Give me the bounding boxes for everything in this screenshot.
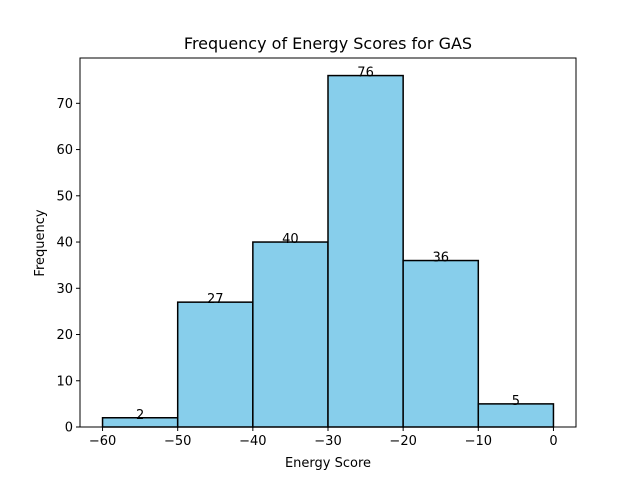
y-axis-label: Frequency: [33, 209, 48, 276]
plot-frame: [79, 57, 577, 428]
bar-value-label: 36: [432, 251, 449, 266]
bar-value-label: 5: [512, 394, 520, 409]
y-tick-label: 50: [56, 189, 73, 204]
bar-value-label: 2: [136, 408, 144, 423]
data-labels-group: 2 27 40 76 36 5: [136, 66, 520, 423]
bar-value-label: 76: [357, 66, 374, 81]
x-tick-label: −50: [164, 434, 191, 449]
x-tick-label: −30: [314, 434, 341, 449]
x-axis-ticks: −60 −50 −40 −30 −20 −10 0: [89, 427, 558, 449]
histogram-bar: [252, 241, 329, 428]
chart-title: Frequency of Energy Scores for GAS: [184, 34, 472, 53]
y-tick-label: 70: [56, 97, 73, 112]
bars-group: [101, 74, 555, 428]
y-axis-ticks: 0 10 20 30 40 50 60 70: [56, 97, 80, 436]
y-tick-label: 40: [56, 236, 73, 251]
histogram-bar: [176, 301, 254, 428]
bar-value-label: 40: [282, 232, 299, 247]
histogram-bar: [402, 259, 480, 428]
bar-value-label: 27: [207, 292, 224, 307]
y-tick-label: 10: [56, 374, 73, 389]
x-tick-label: −60: [89, 434, 116, 449]
x-tick-label: −10: [465, 434, 492, 449]
y-tick-label: 20: [56, 328, 73, 343]
y-tick-label: 30: [56, 282, 73, 297]
y-tick-label: 0: [65, 421, 73, 436]
x-axis-label: Energy Score: [285, 456, 371, 471]
x-tick-label: −20: [389, 434, 416, 449]
y-tick-label: 60: [56, 143, 73, 158]
histogram-bar: [327, 74, 404, 428]
x-tick-label: 0: [549, 434, 557, 449]
x-tick-label: −40: [239, 434, 266, 449]
